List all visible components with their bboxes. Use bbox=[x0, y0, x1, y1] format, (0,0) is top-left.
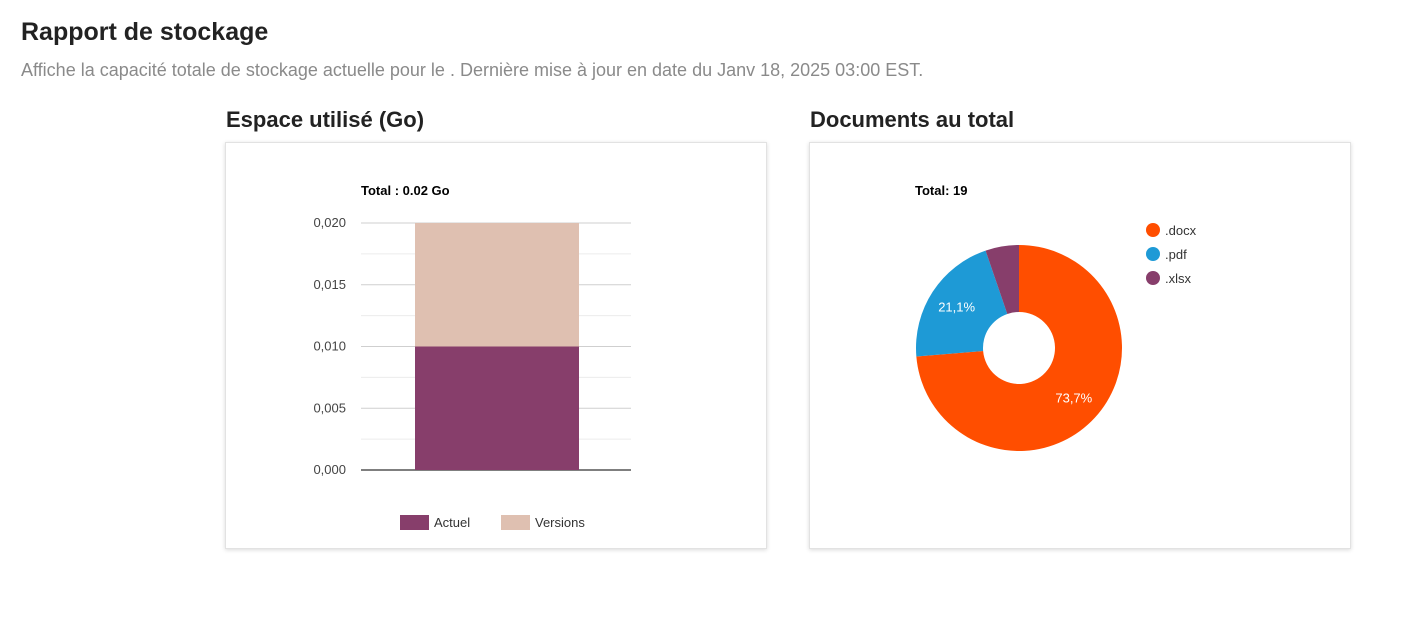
storage-bar-chart: Total : 0.02 Go 0,000 0,005 0,010 0,015 0,020… bbox=[313, 183, 631, 530]
bar-segment-actuel bbox=[415, 346, 579, 470]
y-tick-label: 0,000 bbox=[313, 462, 346, 477]
y-tick-label: 0,005 bbox=[313, 400, 346, 415]
legend-label-pdf: .pdf bbox=[1165, 247, 1187, 262]
documents-section-title: Documents au total bbox=[810, 107, 1015, 132]
page-title: Rapport de stockage bbox=[21, 18, 269, 46]
y-tick-label: 0,010 bbox=[313, 339, 346, 354]
legend-swatch-actuel bbox=[400, 515, 429, 530]
legend-dot-xlsx bbox=[1146, 271, 1160, 285]
y-tick-label: 0,015 bbox=[313, 277, 346, 292]
documents-donut-chart: Total: 19 73,7% 21,1% .docx .pdf .xlsx bbox=[915, 183, 1197, 451]
donut-slice-xlsx bbox=[985, 245, 1019, 314]
legend-swatch-versions bbox=[501, 515, 530, 530]
donut-slice-pdf bbox=[916, 250, 1008, 357]
donut-slice-docx bbox=[916, 245, 1122, 451]
y-tick-label: 0,020 bbox=[313, 215, 346, 230]
legend-label-actuel: Actuel bbox=[434, 515, 470, 530]
bar-segment-versions bbox=[415, 223, 579, 347]
donut-slice-label: 21,1% bbox=[938, 299, 975, 314]
page-subtitle: Affiche la capacité totale de stockage a… bbox=[21, 60, 924, 80]
bar-chart-title: Total : 0.02 Go bbox=[361, 183, 450, 198]
storage-chart-card: Total : 0.02 Go 0,000 0,005 0,010 0,015 0,020… bbox=[225, 142, 767, 549]
documents-chart-card: Total: 19 73,7% 21,1% .docx .pdf .xlsx bbox=[809, 142, 1351, 549]
storage-section-title: Espace utilisé (Go) bbox=[226, 107, 425, 132]
legend-label-xlsx: .xlsx bbox=[1165, 271, 1192, 286]
donut-chart-title: Total: 19 bbox=[915, 183, 968, 198]
legend-label-docx: .docx bbox=[1165, 223, 1197, 238]
legend-dot-pdf bbox=[1146, 247, 1160, 261]
legend-label-versions: Versions bbox=[535, 515, 585, 530]
donut-slice-label: 73,7% bbox=[1055, 390, 1092, 405]
legend-dot-docx bbox=[1146, 223, 1160, 237]
